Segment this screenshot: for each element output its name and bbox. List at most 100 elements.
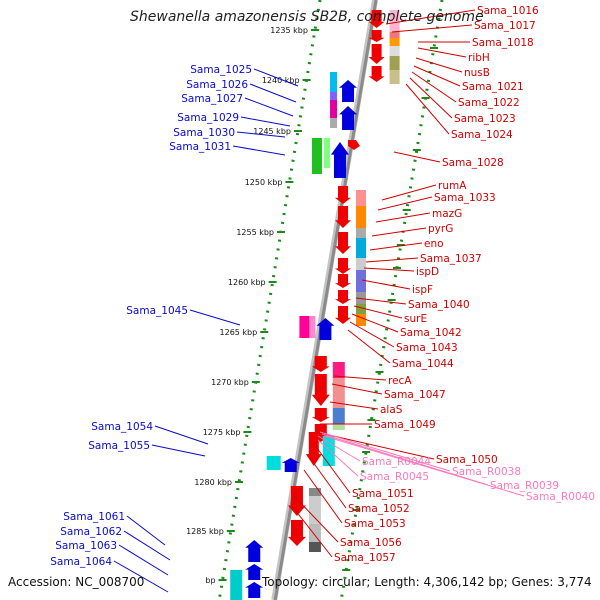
feature-block — [356, 304, 366, 314]
feature-block — [311, 138, 322, 174]
gene-label-sama-1050: Sama_1050 — [436, 454, 498, 466]
feature-group — [335, 186, 366, 326]
gene-label-alas: alaS — [380, 404, 403, 416]
gene-label-sama-1026: Sama_1026 — [186, 79, 248, 91]
feature-block — [308, 524, 321, 542]
feature-block — [308, 496, 321, 524]
gene-leader-line — [303, 469, 343, 524]
feature-block — [389, 38, 400, 46]
feature-block — [356, 292, 366, 304]
gene-label-sama-1063: Sama_1063 — [55, 540, 117, 552]
feature-block — [330, 72, 338, 92]
feature-block — [330, 100, 338, 118]
gene-label-sama-1030: Sama_1030 — [173, 127, 235, 139]
gene-label-sama-1018: Sama_1018 — [472, 37, 534, 49]
feature-group — [305, 356, 345, 466]
gene-label-sama-1045: Sama_1045 — [126, 305, 188, 317]
gene-leader-line — [363, 267, 415, 272]
gene-leader-line — [249, 83, 297, 103]
feature-block — [332, 362, 345, 378]
gene-leader-line — [417, 47, 467, 58]
feature-group — [330, 72, 358, 130]
gene-arrow — [339, 80, 358, 102]
gene-label-sama-1052: Sama_1052 — [348, 503, 410, 515]
gene-label-sama-1056: Sama_1056 — [340, 537, 402, 549]
gene-arrow — [348, 140, 360, 150]
gene-arrow — [335, 274, 351, 288]
feature-group — [311, 138, 349, 178]
gene-leader-line — [291, 505, 333, 558]
gene-arrow — [368, 30, 385, 42]
gene-arrow — [305, 432, 322, 466]
gene-label-sama-1042: Sama_1042 — [400, 327, 462, 339]
gene-leader-line — [123, 530, 171, 561]
gene-leader-line — [371, 227, 427, 237]
gene-label-ribh: ribH — [468, 52, 490, 64]
gene-arrow — [335, 306, 351, 324]
position-tick-label: 1250 kbp — [245, 178, 283, 187]
gene-label-sure: surE — [404, 313, 427, 325]
gene-leader-line — [313, 443, 351, 494]
gene-label-sama-1029: Sama_1029 — [177, 112, 239, 124]
feature-block — [330, 92, 338, 102]
gene-arrow — [245, 582, 264, 598]
gene-leader-line — [331, 383, 383, 395]
gene-label-sama-1025: Sama_1025 — [190, 64, 252, 76]
gene-label-sama-1043: Sama_1043 — [396, 342, 458, 354]
rna-label-sama-r0039: Sama_R0039 — [490, 480, 559, 492]
gene-label-sama-1024: Sama_1024 — [451, 129, 513, 141]
rna-label-sama-r0045: Sama_R0045 — [360, 471, 429, 483]
map-title: Shewanella amazonensis SB2B, complete ge… — [130, 9, 484, 25]
gene-leader-line — [355, 297, 407, 305]
gene-label-sama-1033: Sama_1033 — [434, 192, 496, 204]
gene-label-mazg: mazG — [432, 208, 462, 220]
position-tick-label: 1245 kbp — [253, 127, 291, 136]
gene-arrow — [245, 540, 264, 562]
gene-leader-line — [126, 515, 166, 546]
gene-leader-line — [385, 9, 476, 25]
gene-label-nusb: nusB — [464, 67, 490, 79]
gene-label-pyrg: pyrG — [428, 223, 453, 235]
gene-leader-line — [232, 145, 286, 156]
gene-leader-line — [413, 65, 461, 87]
gene-leader-line — [347, 329, 391, 364]
gene-leader-line — [118, 544, 169, 576]
gene-label-ruma: rumA — [438, 180, 467, 192]
gene-leader-line — [253, 68, 299, 87]
position-tick-label: 1280 kbp — [194, 478, 232, 487]
gene-label-sama-1021: Sama_1021 — [462, 81, 524, 93]
feature-block — [356, 228, 366, 238]
gene-label-sama-1027: Sama_1027 — [181, 93, 243, 105]
feature-block — [308, 542, 321, 552]
gene-leader-line — [323, 435, 525, 497]
feature-block — [356, 190, 366, 206]
position-tick-label: 1270 kbp — [211, 378, 249, 387]
rna-label-sama-r0044: Sama_R0044 — [362, 456, 431, 468]
gene-leader-line — [189, 309, 241, 326]
gene-arrow — [368, 10, 385, 28]
rna-label-sama-r0040: Sama_R0040 — [526, 491, 595, 503]
gene-label-sama-1017: Sama_1017 — [474, 20, 536, 32]
feature-block — [356, 270, 366, 292]
feature-block — [332, 408, 345, 424]
position-tick-label: 1260 kbp — [228, 278, 266, 287]
gene-leader-line — [415, 57, 463, 73]
gene-label-sama-1016: Sama_1016 — [477, 5, 539, 17]
feature-group — [230, 540, 264, 600]
feature-block — [389, 70, 400, 84]
gene-label-sama-1064: Sama_1064 — [50, 556, 112, 568]
position-tick-label: bp — [205, 576, 215, 585]
feature-block — [323, 138, 330, 168]
feature-block — [389, 32, 400, 38]
gene-leader-line — [353, 305, 403, 319]
feature-group — [266, 456, 300, 472]
gene-leader-line — [377, 196, 433, 211]
feature-block — [356, 314, 366, 326]
gene-label-sama-1051: Sama_1051 — [352, 488, 414, 500]
gene-arrow — [335, 290, 351, 304]
gene-arrow — [368, 66, 385, 82]
gene-arrow — [311, 408, 330, 422]
gene-leader-line — [411, 71, 457, 103]
